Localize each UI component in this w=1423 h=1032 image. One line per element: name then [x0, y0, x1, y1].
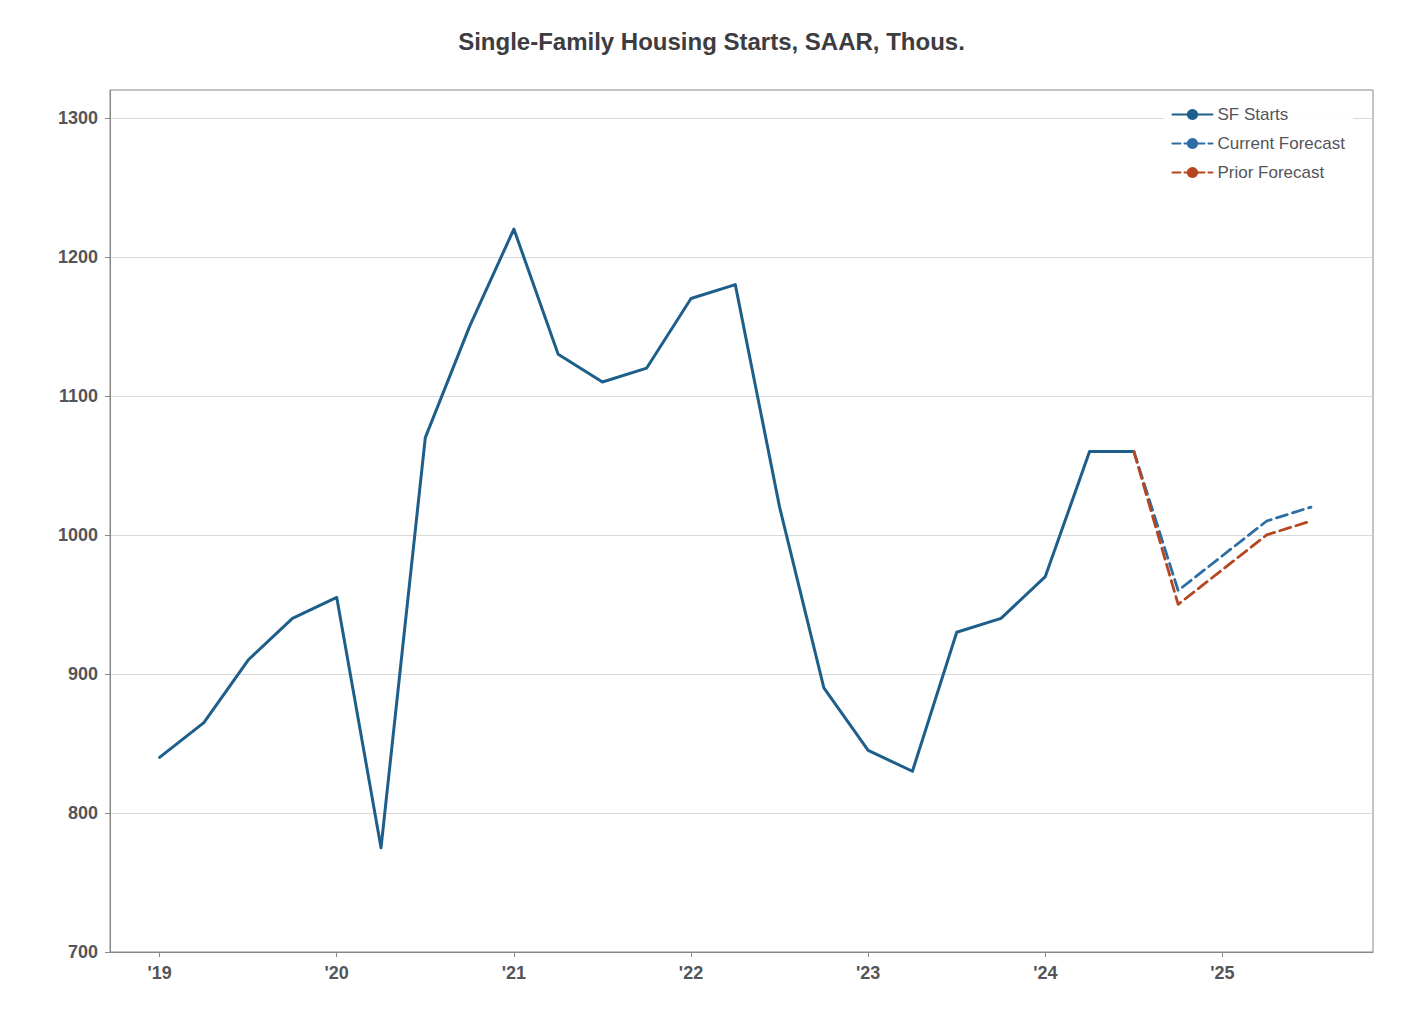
svg-text:1200: 1200 — [58, 247, 98, 267]
svg-text:'24: '24 — [1033, 963, 1057, 983]
svg-text:1100: 1100 — [59, 386, 98, 406]
svg-text:'20: '20 — [325, 963, 349, 983]
svg-text:Prior Forecast: Prior Forecast — [1217, 163, 1324, 182]
svg-text:Single-Family Housing Starts,: Single-Family Housing Starts, SAAR, Thou… — [458, 28, 965, 55]
svg-text:SF Starts: SF Starts — [1217, 105, 1288, 124]
svg-text:'22: '22 — [679, 963, 703, 983]
svg-text:800: 800 — [68, 803, 98, 823]
svg-text:'25: '25 — [1210, 963, 1234, 983]
svg-text:'23: '23 — [856, 963, 880, 983]
svg-text:1000: 1000 — [58, 525, 98, 545]
svg-text:Current Forecast: Current Forecast — [1217, 134, 1345, 153]
svg-text:1300: 1300 — [58, 108, 98, 128]
svg-text:'21: '21 — [502, 963, 526, 983]
svg-text:700: 700 — [68, 942, 98, 962]
svg-text:900: 900 — [68, 664, 98, 684]
svg-text:'19: '19 — [147, 963, 171, 983]
